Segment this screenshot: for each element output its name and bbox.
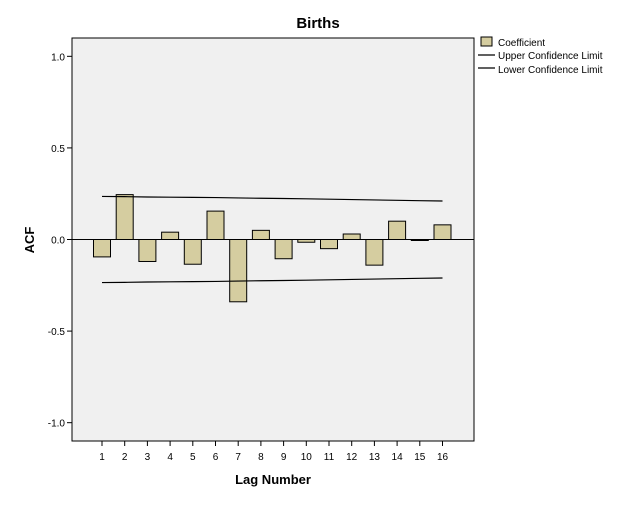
x-tick-label: 16 xyxy=(437,452,449,463)
upper-confidence-limit-line xyxy=(101,195,443,202)
acf-bar-lag-3 xyxy=(138,239,157,262)
lower-confidence-limit-line xyxy=(101,277,443,284)
acf-bar-lag-16 xyxy=(433,224,452,241)
x-tick-label: 8 xyxy=(258,452,264,463)
x-tick-label: 1 xyxy=(99,452,105,463)
acf-bar-lag-13 xyxy=(365,239,384,266)
acf-bar-lag-2 xyxy=(115,194,134,240)
y-tick-label: 1.0 xyxy=(51,52,65,63)
y-tick-label: 0.5 xyxy=(51,144,65,155)
x-tick-label: 10 xyxy=(301,452,313,463)
acf-bar-lag-11 xyxy=(320,239,338,250)
acf-bar-lag-6 xyxy=(206,210,225,240)
x-tick-label: 13 xyxy=(369,452,381,463)
x-tick-label: 12 xyxy=(346,452,358,463)
y-axis: 1.0 0.5 0.0 -0.5 -1.0 xyxy=(48,52,72,430)
legend-swatch-coefficient xyxy=(480,36,493,47)
acf-bar-lag-7 xyxy=(229,239,248,303)
x-tick-label: 15 xyxy=(414,452,426,463)
x-tick-label: 9 xyxy=(281,452,287,463)
legend-label-coefficient: Coefficient xyxy=(498,38,545,49)
x-tick-label: 6 xyxy=(213,452,219,463)
y-tick-label: -1.0 xyxy=(48,419,66,430)
x-axis-title: Lag Number xyxy=(235,472,311,487)
acf-bar-lag-8 xyxy=(251,229,270,241)
x-tick-label: 5 xyxy=(190,452,196,463)
legend-label-lower-limit: Lower Confidence Limit xyxy=(498,65,603,76)
legend: Coefficient Upper Confidence Limit Lower… xyxy=(478,36,603,76)
acf-bar-lag-4 xyxy=(161,231,180,241)
x-tick-label: 7 xyxy=(235,452,241,463)
acf-bar-lag-5 xyxy=(183,239,202,265)
acf-bar-lag-12 xyxy=(342,233,361,241)
acf-bar-lag-14 xyxy=(388,220,407,241)
x-tick-label: 4 xyxy=(167,452,173,463)
acf-bar-lag-1 xyxy=(93,239,111,258)
x-axis: 1 2 3 4 5 6 7 8 9 10 11 12 13 14 15 16 xyxy=(99,441,448,463)
x-tick-label: 2 xyxy=(122,452,128,463)
x-tick-label: 3 xyxy=(145,452,151,463)
y-tick-label: 0.0 xyxy=(51,236,65,247)
y-tick-label: -0.5 xyxy=(48,327,66,338)
x-tick-label: 11 xyxy=(324,452,335,463)
chart-title: Births xyxy=(296,15,339,32)
acf-bar-lag-9 xyxy=(274,239,293,260)
y-axis-title: ACF xyxy=(22,227,37,254)
bars-group xyxy=(93,194,452,303)
x-tick-label: 14 xyxy=(392,452,404,463)
legend-label-upper-limit: Upper Confidence Limit xyxy=(498,51,603,62)
